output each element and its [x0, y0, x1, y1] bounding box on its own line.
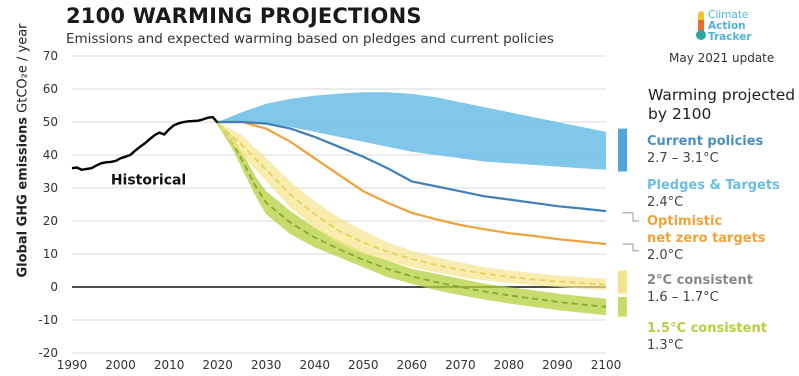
legend-pledges-targets: Pledges & Targets 2.4°C — [647, 177, 780, 211]
update-date: May 2021 update — [669, 51, 775, 65]
series-2-c-consistent-line — [217, 122, 607, 286]
logo-word-3: Tracker — [708, 31, 752, 43]
thermometer-bulb — [696, 30, 706, 40]
legend-title-line-2: by 2100 — [648, 105, 712, 123]
series-1-5-c-consistent-band — [217, 122, 606, 316]
y-tick-label: 60 — [43, 82, 58, 96]
chart-subtitle: Emissions and expected warming based on … — [66, 31, 554, 47]
y-tick-label: 10 — [43, 247, 58, 261]
y-tick-label: 50 — [43, 115, 58, 129]
logo-word-1: Climate — [708, 9, 749, 21]
x-tick-label: 2040 — [299, 358, 330, 372]
legend-optimistic-name-1: Optimistic — [647, 214, 723, 229]
legend-2c-value: 1.6 – 1.7°C — [647, 290, 719, 305]
legend-2c-name: 2°C consistent — [647, 273, 753, 288]
legend-current-policies-value: 2.7 – 3.1°C — [647, 151, 719, 166]
x-tick-label: 2020 — [202, 358, 233, 372]
legend-1-5c-value: 1.3°C — [647, 338, 684, 353]
thermometer-logo-icon — [696, 11, 706, 40]
y-tick-label: 40 — [43, 148, 58, 162]
legend-optimistic-name-2: net zero targets — [647, 231, 766, 246]
x-tick-label: 2050 — [348, 358, 379, 372]
end-marker-current-policies — [618, 128, 627, 172]
y-tick-label: 20 — [43, 214, 58, 228]
legend-current-policies-name: Current policies — [647, 134, 764, 149]
thermometer-mid — [698, 20, 704, 32]
x-tick-label: 2030 — [251, 358, 282, 372]
x-tick-label: 2090 — [542, 358, 573, 372]
series-pledges-targets-line — [217, 120, 607, 213]
legend-title-line-1: Warming projected — [648, 86, 796, 104]
series-current-policies-band — [217, 92, 606, 170]
x-tick-label: 1990 — [57, 358, 88, 372]
y-tick-label: 30 — [43, 181, 58, 195]
series-2-c-consistent-band — [217, 122, 606, 291]
legend-optimistic-value: 2.0°C — [647, 248, 684, 263]
series-1-5-c-consistent-line — [216, 123, 607, 308]
y-tick-label: -20 — [38, 346, 58, 360]
end-marker-2-c-consistent — [618, 270, 627, 294]
legend-current-policies: Current policies 2.7 – 3.1°C — [647, 133, 763, 167]
legend-leader — [622, 243, 639, 252]
legend-1-5c: 1.5°C consistent 1.3°C — [647, 320, 767, 354]
legend-2c: 2°C consistent 1.6 – 1.7°C — [647, 272, 753, 306]
x-tick-label: 2070 — [445, 358, 476, 372]
legend-leader — [622, 212, 639, 222]
chart-title: 2100 WARMING PROJECTIONS — [66, 4, 422, 28]
x-tick-label: 2000 — [105, 358, 136, 372]
legend-pledges-targets-name: Pledges & Targets — [647, 178, 780, 193]
legend-pledges-targets-value: 2.4°C — [647, 195, 684, 210]
x-tick-label: 2100 — [591, 358, 622, 372]
series-optimistic-net-zero-targets-line — [217, 120, 607, 246]
historical-annotation: Historical — [111, 173, 186, 189]
end-marker-1-5-c-consistent — [618, 296, 627, 317]
x-tick-label: 2060 — [397, 358, 428, 372]
y-tick-label: -10 — [38, 313, 58, 327]
logo-wordmark: Climate Action Tracker — [708, 10, 752, 43]
y-tick-label: 0 — [50, 280, 58, 294]
series-historical-line — [71, 115, 219, 172]
y-tick-label: 70 — [43, 49, 58, 63]
logo-word-2: Action — [708, 20, 746, 32]
legend-1-5c-name: 1.5°C consistent — [647, 321, 767, 336]
x-tick-label: 2080 — [494, 358, 525, 372]
legend-optimistic: Optimistic net zero targets 2.0°C — [647, 213, 766, 264]
x-tick-label: 2010 — [154, 358, 185, 372]
legend-title: Warming projected by 2100 — [648, 86, 795, 124]
